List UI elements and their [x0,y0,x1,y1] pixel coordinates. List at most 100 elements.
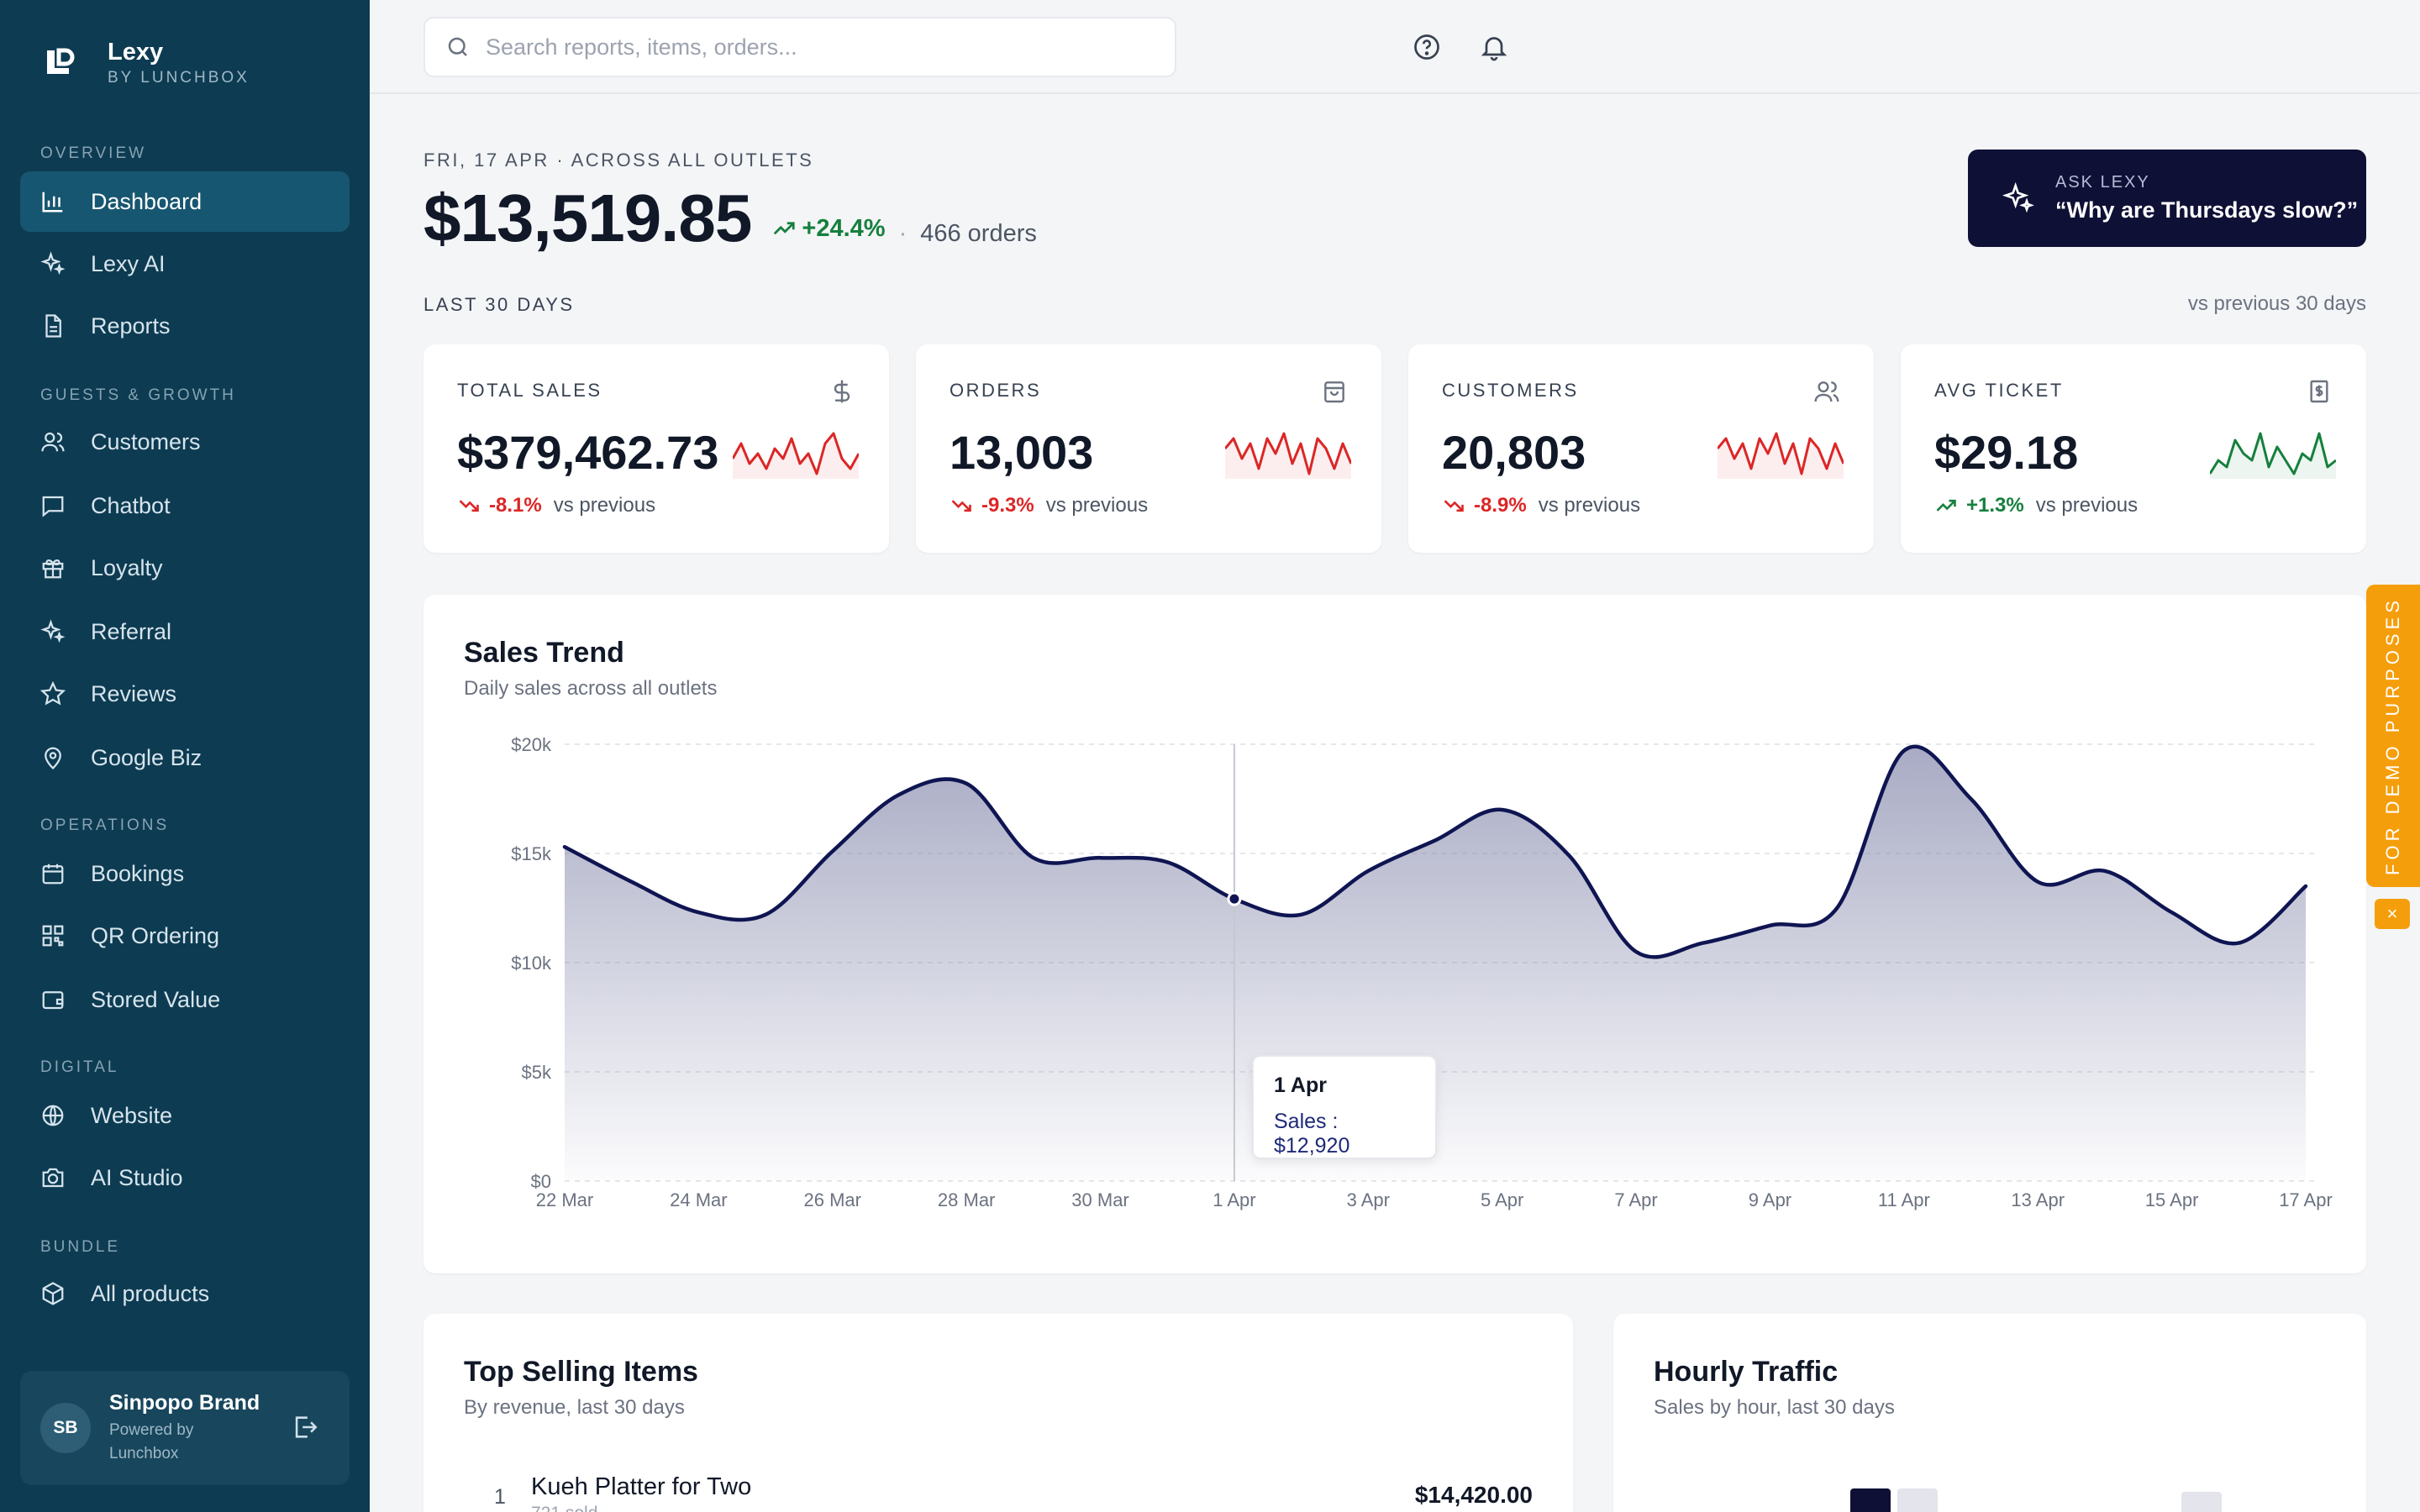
demo-purposes-tab[interactable]: FOR DEMO PURPOSES [2366,585,2420,887]
sparkles-icon [2002,181,2034,213]
trend-down-icon [951,500,971,512]
globe-icon [40,1103,66,1128]
sparkles-icon [40,251,66,276]
chart-tooltip: 1 Apr Sales : $12,920 [1252,1055,1437,1159]
kpi-card-total-sales[interactable]: TOTAL SALES $379,462.73 -8.1% vs previou… [424,344,889,553]
hourly-bar[interactable] [1897,1488,1938,1512]
users-icon [40,429,66,454]
kpi-delta-value: +1.3% [1966,494,2024,517]
sidebar-item-bookings[interactable]: Bookings [20,843,350,904]
date-eyebrow: FRI, 17 APR · ACROSS ALL OUTLETS [424,150,814,171]
sparkline-fill [1718,433,1844,479]
sidebar-item-loyalty[interactable]: Loyalty [20,538,350,598]
x-tick-label: 24 Mar [670,1189,727,1210]
kpi-label: TOTAL SALES [457,380,602,401]
today-sales-amount: $13,519.85 [424,181,752,255]
top-items-title: Top Selling Items [464,1356,698,1388]
today-delta: +24.4% [771,215,886,243]
user-name: Sinpopo Brand [109,1390,260,1415]
brand-sub: BY LUNCHBOX [108,69,250,87]
user-sub: Powered by Lunchbox [109,1420,194,1462]
sidebar-item-stored-value[interactable]: Stored Value [20,969,350,1030]
box-icon [40,1281,66,1306]
period-label: LAST 30 DAYS [424,294,575,315]
bag-icon [1324,381,1344,403]
trend-down-icon [1444,500,1464,512]
sidebar-item-dashboard[interactable]: Dashboard [20,171,350,232]
ask-lexy-button[interactable]: ASK LEXY “Why are Thursdays slow?” [1968,150,2366,247]
demo-label: FOR DEMO PURPOSES [2382,596,2404,875]
chart-series-line [562,744,2308,959]
sparkline-fill [1225,433,1351,479]
sidebar-item-google-biz[interactable]: Google Biz [20,727,350,788]
map-pin-icon [40,745,66,770]
demo-close-button[interactable]: × [2375,899,2410,929]
bell-icon[interactable] [1479,32,1509,62]
hourly-title: Hourly Traffic [1654,1356,1839,1388]
help-icon[interactable] [1412,32,1442,62]
sidebar-item-qr-ordering[interactable]: QR Ordering [20,906,350,966]
kpi-value: 20,803 [1442,426,1586,479]
sidebar-item-lexy-ai[interactable]: Lexy AI [20,234,350,294]
item-name: Kueh Platter for Two [531,1473,752,1500]
sidebar-item-customers[interactable]: Customers [20,412,350,472]
x-tick-label: 15 Apr [2145,1189,2199,1210]
item-rank: 1 [494,1485,506,1509]
hourly-bar[interactable] [2181,1492,2222,1512]
sparkline [733,432,859,479]
kpi-delta-value: -8.1% [489,494,542,517]
kpi-value: $29.18 [1934,426,2079,479]
sales-trend-card: $0 $5k $10k $15k $20k 22 Mar 24 Mar 26 Mar 28 M… [424,595,2366,1273]
logout-icon[interactable] [291,1413,319,1441]
sidebar-item-label: Referral [91,618,172,644]
top-selling-items-card: Top Selling Items By revenue, last 30 da… [424,1314,1573,1512]
sidebar-item-reports[interactable]: Reports [20,296,350,356]
nav-section-digital: DIGITAL [40,1058,119,1076]
camera-icon [40,1165,66,1190]
sparkline-line [1718,432,1844,475]
kpi-delta: -8.1% vs previous [457,494,655,517]
brand-name: Lexy [108,39,164,66]
trend-up-icon [774,222,796,235]
kpi-card-orders[interactable]: ORDERS 13,003 -9.3% vs previous [916,344,1381,553]
document-icon [40,313,66,339]
dollar-icon [834,380,850,403]
y-tick-label: $15k [511,843,552,864]
kpi-card-customers[interactable]: CUSTOMERS 20,803 -8.9% vs previous [1408,344,1874,553]
y-tick-label: $20k [511,734,552,755]
sidebar-item-all-products[interactable]: All products [20,1263,350,1324]
today-orders: 466 orders [920,220,1037,247]
kpi-delta: -8.9% vs previous [1442,494,1640,517]
brand-logo-icon [47,48,75,74]
bar-chart-icon [40,189,66,214]
x-tick-label: 3 Apr [1347,1189,1390,1210]
sidebar-item-ai-studio[interactable]: AI Studio [20,1147,350,1208]
sidebar-item-reviews[interactable]: Reviews [20,664,350,724]
hourly-bar[interactable] [1850,1488,1891,1512]
chat-icon [40,493,66,518]
sidebar-item-label: All products [91,1280,210,1306]
item-revenue: $14,420.00 [1414,1482,1533,1508]
brand[interactable]: Lexy BY LUNCHBOX [40,37,250,87]
sparkline-fill [2210,433,2336,479]
y-tick-label: $5k [522,1062,552,1083]
sidebar-item-label: Google Biz [91,744,203,770]
user-card[interactable]: SB Sinpopo Brand Powered by Lunchbox [20,1371,350,1485]
sidebar-item-referral[interactable]: Referral [20,601,350,662]
sales-trend-chart[interactable]: $0 $5k $10k $15k $20k 22 Mar 24 Mar 26 Mar 28 M… [424,595,2366,1273]
sidebar-item-chatbot[interactable]: Chatbot [20,475,350,536]
headline: $13,519.85 +24.4% · 466 orders [424,180,1037,257]
chart-point-highlight[interactable] [1227,891,1242,906]
kpi-label: AVG TICKET [1934,380,2064,401]
users-icon [1814,381,1839,402]
sidebar-item-website[interactable]: Website [20,1085,350,1146]
sidebar: Lexy BY LUNCHBOX OVERVIEW Dashboard Lexy… [0,0,370,1512]
sidebar-item-label: Loyalty [91,554,163,580]
sparkline [2210,432,2336,479]
hourly-traffic-card: Hourly Traffic Sales by hour, last 30 da… [1613,1314,2366,1512]
search-input[interactable] [486,34,1141,60]
tooltip-value: Sales : $12,920 [1274,1110,1350,1158]
search-icon [448,37,467,56]
kpi-card-avg-ticket[interactable]: AVG TICKET $29.18 +1.3% vs previous [1901,344,2366,553]
search-box[interactable] [424,17,1176,77]
